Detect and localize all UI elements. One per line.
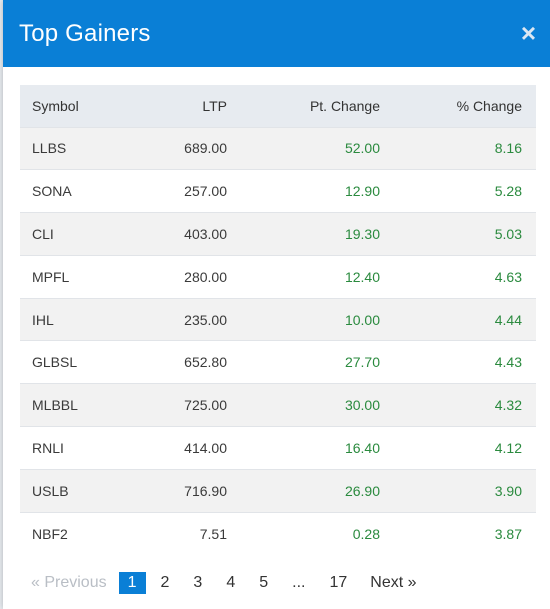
cell-symbol: MPFL [32,268,70,285]
cell-pct-change: 4.63 [494,268,522,285]
cell-pct-change: 5.03 [494,225,522,242]
cell-ltp: 235.00 [184,311,227,328]
close-icon[interactable]: × [520,17,536,48]
gainers-table-container: Symbol LTP Pt. Change % Change LLBS 689.0… [20,85,536,555]
cell-pt-change: 12.90 [344,183,380,200]
cell-pt-change: 16.40 [344,439,380,456]
table-row[interactable]: SONA 257.00 12.90 5.28 [20,169,536,213]
cell-pct-change: 5.28 [494,183,522,200]
previous-link: « Previous [31,574,107,591]
table-header-row: Symbol LTP Pt. Change % Change [20,85,536,127]
cell-pct-change: 4.43 [494,354,522,371]
table-row[interactable]: USLB 716.90 26.90 3.90 [20,469,536,513]
cell-pt-change: 27.70 [344,354,380,371]
cell-pct-change: 3.90 [494,482,522,499]
cell-pt-change: 19.30 [344,225,380,242]
cell-pct-change: 4.32 [494,397,522,414]
cell-ltp: 403.00 [184,225,227,242]
cell-symbol: GLBSL [32,354,78,371]
cell-ltp: 652.80 [184,354,227,371]
col-header-symbol[interactable]: Symbol [32,97,79,114]
cell-ltp: 280.00 [184,268,227,285]
cell-ltp: 7.51 [199,525,227,542]
cell-ltp: 716.90 [184,482,227,499]
cell-pt-change: 26.90 [344,482,380,499]
cell-pt-change: 52.00 [344,140,380,157]
cell-pct-change: 8.16 [494,140,522,157]
table-row[interactable]: CLI 403.00 19.30 5.03 [20,212,536,256]
table-row[interactable]: IHL 235.00 10.00 4.44 [20,298,536,341]
cell-pct-change: 4.44 [494,311,522,328]
gainers-table: Symbol LTP Pt. Change % Change LLBS 689.0… [20,85,536,555]
cell-pt-change: 10.00 [344,311,380,328]
page-4-button[interactable]: 4 [226,574,236,591]
cell-pt-change: 0.28 [352,525,380,542]
cell-symbol: MLBBL [32,397,78,414]
table-row[interactable]: NBF2 7.51 0.28 3.87 [20,512,536,555]
cell-ltp: 257.00 [184,183,227,200]
cell-pt-change: 12.40 [344,268,380,285]
page-1-button[interactable]: 1 [118,572,146,594]
cell-pt-change: 30.00 [344,397,380,414]
page-3-button[interactable]: 3 [193,574,203,591]
cell-symbol: CLI [32,225,54,242]
cell-symbol: NBF2 [32,525,68,542]
table-row[interactable]: LLBS 689.00 52.00 8.16 [20,127,536,170]
table-row[interactable]: GLBSL 652.80 27.70 4.43 [20,340,536,384]
top-gainers-modal: Top Gainers × Symbol LTP Pt. Change % Ch… [3,0,550,609]
col-header-pct-change[interactable]: % Change [456,97,522,114]
col-header-pt-change[interactable]: Pt. Change [309,97,380,114]
cell-symbol: LLBS [32,140,67,157]
page-5-button[interactable]: 5 [259,574,269,591]
cell-ltp: 725.00 [184,397,227,414]
table-row[interactable]: MLBBL 725.00 30.00 4.32 [20,383,536,427]
cell-symbol: USLB [32,482,69,499]
cell-symbol: IHL [32,311,54,328]
pagination-ellipsis: ... [292,574,306,591]
pagination: « Previous 1 2 3 4 5 ... 17 Next » [31,572,417,594]
cell-pct-change: 3.87 [494,525,522,542]
next-link[interactable]: Next » [370,574,417,591]
page-17-button[interactable]: 17 [329,574,348,591]
modal-header: Top Gainers × [3,0,550,67]
table-row[interactable]: RNLI 414.00 16.40 4.12 [20,426,536,470]
col-header-ltp[interactable]: LTP [202,97,227,114]
page-2-button[interactable]: 2 [160,574,170,591]
cell-symbol: RNLI [32,439,64,456]
cell-symbol: SONA [32,183,72,200]
cell-pct-change: 4.12 [494,439,522,456]
modal-title: Top Gainers [19,19,151,47]
cell-ltp: 414.00 [184,439,227,456]
table-row[interactable]: MPFL 280.00 12.40 4.63 [20,255,536,298]
cell-ltp: 689.00 [184,140,227,157]
